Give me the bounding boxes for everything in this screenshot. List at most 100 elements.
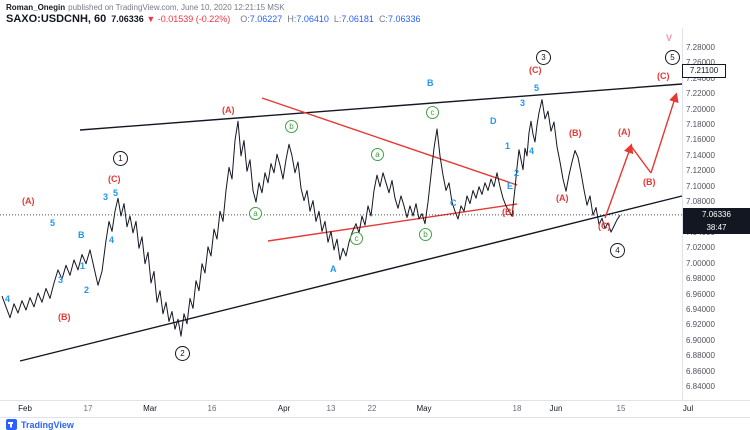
triangle-lower-line[interactable] xyxy=(267,203,518,242)
wave-label[interactable]: (C) xyxy=(529,65,542,75)
wave-label[interactable]: 3 xyxy=(520,98,526,108)
wave-label[interactable]: 1 xyxy=(80,261,86,271)
wave-label-primary[interactable]: 1 xyxy=(113,151,128,166)
price-tick-label: 6.90000 xyxy=(686,335,715,345)
wave-label[interactable]: (C) xyxy=(598,221,611,231)
wave-label[interactable]: (C) xyxy=(108,174,121,184)
time-tick-label: 17 xyxy=(83,404,93,413)
close-label: C: xyxy=(378,14,388,24)
symbol-title[interactable]: SAXO:USDCNH, 60 xyxy=(6,13,107,25)
price-tick-label: 7.18000 xyxy=(686,120,715,130)
publisher-line: Roman_Onegin published on TradingView.com… xyxy=(6,3,285,12)
wave-label-minor[interactable]: a xyxy=(249,207,262,220)
published-info: published on TradingView.com, June 10, 2… xyxy=(68,3,285,12)
wave-label[interactable]: (A) xyxy=(618,127,631,137)
upper-channel-line[interactable] xyxy=(79,83,683,131)
wave-label[interactable]: 5 xyxy=(113,188,119,198)
wave-label[interactable]: 3 xyxy=(103,192,109,202)
wave-label[interactable]: (A) xyxy=(222,105,235,115)
price-target-label[interactable]: 7.21100 xyxy=(682,64,726,78)
price-tick-label: 7.26000 xyxy=(686,58,715,68)
time-tick-label: 13 xyxy=(326,404,336,413)
wave-label-minor[interactable]: c xyxy=(350,232,363,245)
wave-label-primary[interactable]: 4 xyxy=(610,243,625,258)
wave-label[interactable]: 4 xyxy=(109,235,115,245)
low-value: 7.06181 xyxy=(341,14,374,24)
price-tick-label: 6.84000 xyxy=(686,382,715,391)
price-tick-label: 7.20000 xyxy=(686,104,715,114)
wave-label[interactable]: (A) xyxy=(556,193,569,203)
price-tick-label: 6.92000 xyxy=(686,320,715,330)
time-tick-label: 18 xyxy=(512,404,522,413)
price-tick-label: 7.00000 xyxy=(686,258,715,268)
price-line xyxy=(1,99,621,337)
wave-label[interactable]: 5 xyxy=(534,83,540,93)
lower-channel-line[interactable] xyxy=(19,195,683,362)
price-tick-label: 6.96000 xyxy=(686,289,715,299)
time-tick-label: 16 xyxy=(207,404,217,413)
projection-arrow[interactable] xyxy=(604,143,634,219)
price-tick-label: 6.98000 xyxy=(686,274,715,284)
high-value: 7.06410 xyxy=(296,14,329,24)
time-tick-label: 22 xyxy=(367,404,377,413)
wave-label-minor[interactable]: a xyxy=(371,148,384,161)
tradingview-logo-icon xyxy=(6,419,17,430)
time-tick-label: Apr xyxy=(277,404,291,413)
high-label: H: xyxy=(287,14,297,24)
wave-label[interactable]: C xyxy=(450,198,457,208)
wave-label[interactable]: 2 xyxy=(514,168,520,178)
price-tick-label: 6.88000 xyxy=(686,351,715,361)
projection-arrow[interactable] xyxy=(630,145,652,174)
time-tick-label: May xyxy=(416,404,432,413)
wave-label[interactable]: (A) xyxy=(22,196,35,206)
price-tick-label: 7.10000 xyxy=(686,181,715,191)
wave-label[interactable]: B xyxy=(78,230,85,240)
wave-label-primary[interactable]: 3 xyxy=(536,50,551,65)
low-label: L: xyxy=(333,14,342,24)
symbol-bar: SAXO:USDCNH, 60 7.06336 ▼ -0.01539 (-0.22… xyxy=(6,13,420,25)
wave-label-primary[interactable]: 5 xyxy=(665,50,680,65)
time-tick-label: Mar xyxy=(143,404,157,413)
tradingview-brand[interactable]: TradingView xyxy=(21,419,74,430)
time-tick-label: Feb xyxy=(18,404,32,413)
last-price: 7.06336 xyxy=(111,14,144,24)
wave-label[interactable]: (B) xyxy=(569,128,582,138)
wave-label[interactable]: V xyxy=(666,33,673,43)
wave-label[interactable]: (B) xyxy=(502,207,515,217)
wave-label-primary[interactable]: 2 xyxy=(175,346,190,361)
wave-label[interactable]: D xyxy=(490,116,497,126)
time-axis-separator xyxy=(0,400,750,401)
price-tick-label: 7.14000 xyxy=(686,150,715,160)
price-tick-label: 6.86000 xyxy=(686,366,715,376)
tradingview-footer[interactable]: TradingView xyxy=(6,419,74,430)
wave-label[interactable]: 5 xyxy=(50,218,56,228)
time-tick-label: 15 xyxy=(616,404,626,413)
wave-label[interactable]: 1 xyxy=(505,141,511,151)
wave-label[interactable]: (B) xyxy=(643,177,656,187)
price-tick-label: 7.12000 xyxy=(686,166,715,176)
wave-label[interactable]: 4 xyxy=(529,146,535,156)
wave-label[interactable]: 3 xyxy=(58,275,64,285)
triangle-upper-line[interactable] xyxy=(261,97,518,186)
open-value: 7.06227 xyxy=(249,14,283,24)
price-tick-label: 7.22000 xyxy=(686,89,715,99)
countdown-badge: 38:47 xyxy=(683,221,750,235)
wave-label[interactable]: A xyxy=(330,264,337,274)
projection-arrow[interactable] xyxy=(650,92,679,174)
open-label: O: xyxy=(240,14,250,24)
wave-label[interactable]: E xyxy=(507,181,514,191)
wave-label[interactable]: 2 xyxy=(84,285,90,295)
wave-label-minor[interactable]: b xyxy=(285,120,298,133)
wave-label[interactable]: (B) xyxy=(58,312,71,322)
wave-label[interactable]: B xyxy=(427,78,434,88)
author-link[interactable]: Roman_Onegin xyxy=(6,3,66,12)
time-tick-label: Jul xyxy=(682,404,694,413)
wave-label[interactable]: (C) xyxy=(657,71,670,81)
wave-label-minor[interactable]: c xyxy=(426,106,439,119)
price-tick-label: 6.94000 xyxy=(686,304,715,314)
price-tick-label: 7.28000 xyxy=(686,43,715,52)
wave-label-minor[interactable]: b xyxy=(419,228,432,241)
wave-label[interactable]: 4 xyxy=(5,294,11,304)
